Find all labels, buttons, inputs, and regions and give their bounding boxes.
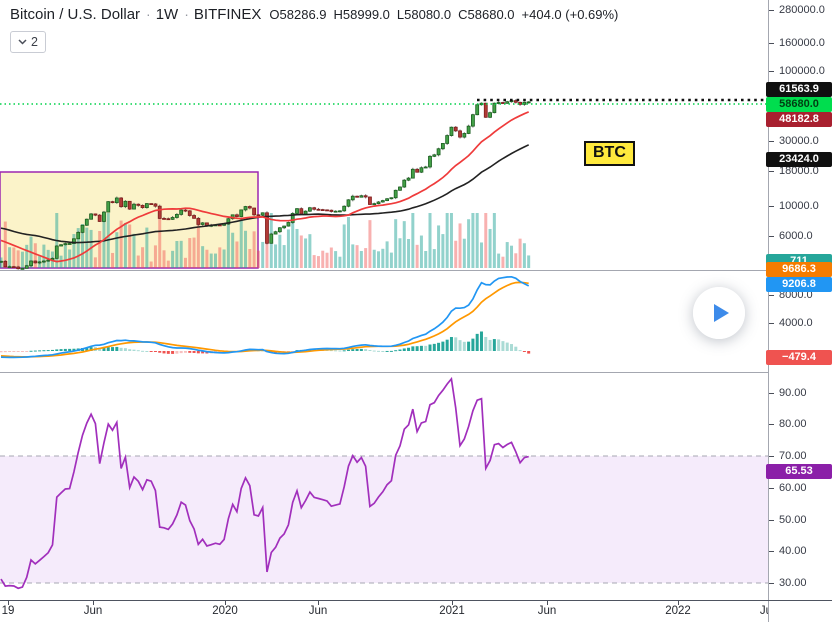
separator-dot: ·	[184, 6, 189, 22]
time-tick	[678, 601, 679, 605]
interval-label[interactable]: 1W	[155, 6, 179, 23]
rsi-band	[0, 455, 768, 584]
time-label: 2021	[439, 605, 465, 617]
ma-20-line[interactable]	[0, 111, 530, 263]
rsi-value-badge: 65.53	[766, 464, 832, 479]
symbol-title[interactable]: Bitcoin / U.S. Dollar	[10, 6, 141, 23]
exchange-label[interactable]: BITFINEX	[193, 6, 262, 23]
time-label: 19	[1, 605, 15, 617]
separator-dot: ·	[146, 6, 151, 22]
time-tick	[318, 601, 319, 605]
chart-plot-area[interactable]	[0, 0, 768, 600]
time-label: 2022	[665, 605, 691, 617]
macd-hist-badge: −479.4	[766, 350, 832, 365]
time-label: Ju	[759, 605, 773, 617]
time-label: 2020	[212, 605, 238, 617]
macd-signal-line[interactable]	[0, 281, 529, 358]
indicators-count: 2	[31, 35, 38, 49]
collapse-indicators-button[interactable]: 2	[10, 31, 46, 53]
time-tick	[225, 601, 226, 605]
btc-text-drawing[interactable]: BTC	[584, 141, 635, 166]
play-button[interactable]	[693, 287, 745, 339]
ma-50-line[interactable]	[0, 144, 530, 244]
macd-line-badge: 9206.8	[766, 277, 832, 292]
panel-separator[interactable]	[0, 270, 832, 271]
macd-signal-badge: 9686.3	[766, 262, 832, 277]
rsi-line[interactable]	[0, 376, 529, 590]
level-line-badge: 61563.9	[766, 82, 832, 97]
time-label: Jun	[308, 605, 328, 617]
price-change: +404.0 (+0.69%)	[521, 7, 619, 22]
time-tick	[547, 601, 548, 605]
symbol-header: Bitcoin / U.S. Dollar · 1W · BITFINEX O58286.…	[10, 6, 618, 23]
macd-line[interactable]	[0, 275, 530, 359]
time-label: Jun	[537, 605, 557, 617]
ohlc-low: L58080.0	[396, 7, 452, 22]
time-tick	[93, 601, 94, 605]
ohlc-high: H58999.0	[333, 7, 390, 22]
chevron-down-icon	[18, 39, 27, 45]
time-tick	[452, 601, 453, 605]
time-axis[interactable]: 19 Jun 2020 Jun 2021 Jun 2022 Ju	[0, 600, 832, 622]
ohlc-open: O58286.9	[269, 7, 327, 22]
time-label: Jun	[83, 605, 103, 617]
ma20-value-badge: 48182.8	[766, 112, 832, 127]
play-icon	[714, 304, 729, 322]
panel-separator[interactable]	[0, 372, 832, 373]
time-tick	[8, 601, 9, 605]
last-price-badge: 58680.0	[766, 97, 832, 112]
ohlc-close: C58680.0	[458, 7, 515, 22]
ma50-value-badge: 23424.0	[766, 152, 832, 167]
price-axis[interactable]: 280000.0 160000.0 100000.0 30000.0 18000.0 10…	[766, 0, 832, 600]
